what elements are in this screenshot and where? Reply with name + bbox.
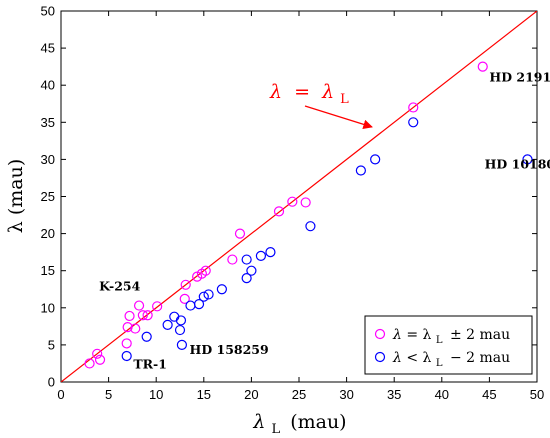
reference-line-group — [61, 11, 537, 382]
data-point-series-2 — [198, 291, 209, 302]
x-axis-label-symbol: λ — [252, 411, 265, 433]
data-point-series-1 — [137, 310, 148, 321]
y-tick-label: 25 — [41, 189, 55, 204]
legend-label-series-2-rhs: < λ — [406, 350, 431, 366]
legend: λ = λ L ± 2 mau λ < λ L − 2 mau — [364, 315, 533, 375]
x-tick-label: 30 — [339, 387, 353, 402]
data-point-series-2 — [355, 165, 366, 176]
data-point-series-1 — [142, 310, 153, 321]
data-point-series-2 — [162, 319, 173, 330]
x-axis-label-sub: L — [272, 422, 281, 437]
legend-label-series-2: λ < λ L − 2 mau — [392, 350, 510, 370]
data-point-series-1 — [152, 301, 163, 312]
y-tick-label: 40 — [41, 78, 55, 93]
reference-line — [61, 11, 537, 382]
data-point-series-2 — [241, 273, 252, 284]
data-point-series-2 — [121, 350, 132, 362]
y-tick-label: 50 — [41, 4, 55, 19]
legend-label-series-1-sub: L — [436, 335, 443, 346]
data-point-series-2 — [216, 284, 227, 295]
x-tick-label: 10 — [149, 387, 163, 402]
y-tick-label: 45 — [41, 41, 55, 56]
data-point-series-1 — [180, 279, 191, 290]
point-annotation: HD 10180 — [485, 156, 550, 171]
legend-label-series-1-lhs: λ — [392, 327, 402, 343]
data-point-series-2 — [255, 250, 267, 261]
legend-label-series-2-lhs: λ — [392, 350, 402, 366]
legend-marker-series-2 — [374, 351, 386, 363]
legend-label-series-1-rhs: = λ — [406, 327, 431, 343]
data-point-series-2 — [174, 324, 186, 336]
reference-line-label: λ = λ L — [269, 81, 349, 107]
data-point-series-1 — [300, 197, 311, 208]
reference-line-label-lhs: λ — [269, 81, 282, 103]
reference-line-arrow — [304, 105, 373, 129]
data-point-series-2 — [175, 315, 187, 326]
x-axis-label: λ L (mau) — [252, 411, 346, 438]
axis-ticks: 0 5 10 15 20 25 30 35 40 45 50 0 5 10 15 20 25 30 35 40 45 50 — [41, 4, 545, 403]
x-tick-label: 5 — [105, 387, 112, 402]
x-tick-label: 0 — [57, 387, 64, 402]
x-axis-label-unit: (mau) — [290, 411, 346, 433]
data-point-series-2 — [408, 117, 419, 128]
x-tick-label: 20 — [244, 387, 258, 402]
data-point-series-1 — [94, 354, 106, 365]
data-point-series-1 — [227, 254, 238, 265]
y-tick-label: 30 — [41, 152, 55, 167]
x-tick-label: 40 — [435, 387, 449, 402]
data-point-series-1 — [130, 323, 141, 334]
reference-line-label-eq: = — [294, 81, 310, 103]
data-point-series-1 — [287, 196, 298, 207]
data-point-series-1 — [92, 348, 103, 359]
data-point-series-1 — [124, 310, 135, 322]
data-point-series-1 — [133, 300, 145, 311]
point-annotations: HD 219134 HD 10180 K-254 HD 158259 TR-1 — [99, 69, 550, 371]
legend-marker-series-1 — [374, 328, 386, 340]
legend-label-series-2-tail: − 2 mau — [450, 350, 510, 366]
x-tick-label: 50 — [530, 387, 544, 402]
legend-label-series-1: λ = λ L ± 2 mau — [392, 327, 510, 347]
data-point-series-2 — [203, 289, 214, 300]
data-point-series-1 — [200, 265, 211, 276]
data-point-series-1 — [408, 102, 419, 113]
x-tick-label: 35 — [387, 387, 401, 402]
data-point-series-2 — [246, 265, 257, 276]
data-point-series-1 — [477, 61, 488, 72]
data-point-series-2 — [241, 254, 252, 265]
point-annotation: HD 158259 — [190, 342, 269, 357]
legend-label-series-1-tail: ± 2 mau — [450, 327, 510, 343]
data-point-series-2 — [141, 331, 152, 342]
data-points — [84, 61, 533, 369]
data-point-series-2 — [193, 298, 205, 310]
point-annotation: HD 219134 — [489, 69, 550, 84]
data-point-series-1 — [122, 321, 133, 333]
data-point-series-2 — [370, 154, 381, 165]
data-point-series-1 — [121, 338, 132, 349]
y-tick-label: 0 — [48, 375, 55, 390]
data-point-series-2 — [265, 247, 276, 258]
data-point-series-1 — [84, 358, 95, 369]
data-point-series-2 — [305, 221, 316, 232]
data-point-series-1 — [179, 293, 190, 304]
data-point-series-1 — [234, 228, 246, 239]
x-tick-label: 25 — [292, 387, 306, 402]
reference-line-label-rhs: λ — [321, 81, 334, 103]
y-tick-label: 5 — [48, 337, 55, 352]
y-axis-label: λ (mau) — [5, 159, 27, 234]
point-annotation: TR-1 — [133, 357, 167, 372]
x-tick-label: 45 — [482, 387, 496, 402]
data-point-series-2 — [176, 339, 188, 350]
y-tick-label: 15 — [41, 263, 55, 278]
reference-line-label-sub: L — [340, 92, 349, 107]
y-tick-label: 20 — [41, 226, 55, 241]
y-tick-label: 10 — [41, 300, 55, 315]
data-point-series-1 — [273, 206, 285, 217]
y-tick-label: 35 — [41, 115, 55, 130]
x-tick-label: 15 — [197, 387, 211, 402]
point-annotation: K-254 — [99, 279, 141, 294]
legend-box — [364, 315, 533, 375]
data-point-series-2 — [522, 154, 533, 165]
legend-label-series-2-sub: L — [436, 358, 443, 369]
